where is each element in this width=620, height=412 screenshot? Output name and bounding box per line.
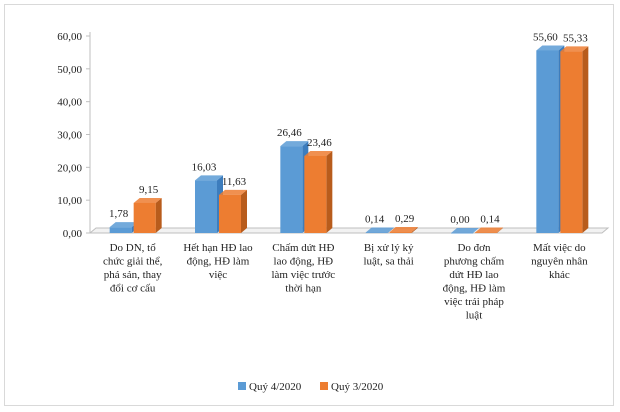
x-category-label: Do đơn [457, 242, 491, 254]
x-category-label: việc [209, 269, 227, 281]
data-label: 16,03 [192, 161, 217, 173]
x-category-label: động, HĐ làm [443, 283, 506, 295]
bar-top [451, 228, 479, 233]
bar-q4-2020 [195, 180, 217, 233]
bar-top [195, 175, 223, 181]
x-category-label: khác [549, 269, 570, 281]
data-label: 0,00 [450, 214, 470, 226]
data-label: 1,78 [109, 208, 129, 220]
y-tick-label: 10,00 [57, 195, 82, 207]
x-category-label: lao động, HĐ [274, 256, 334, 268]
y-tick-label: 30,00 [57, 130, 82, 142]
x-category-label: Mất việc do [533, 242, 586, 254]
bar-side [387, 227, 394, 233]
bar-q4-2020 [536, 50, 559, 233]
x-category-label: dứt HĐ lao [449, 269, 499, 281]
bar-q4-2020 [280, 146, 303, 233]
bar-top [280, 141, 309, 147]
x-category-label: phá sản, thay [104, 269, 162, 281]
bar-top [109, 222, 138, 228]
data-label: 55,33 [563, 32, 588, 44]
data-label: 23,46 [307, 137, 332, 149]
x-category-label: Hết hạn HĐ lao [183, 242, 253, 254]
data-label: 55,60 [533, 31, 558, 43]
x-category-label: phương chấm [444, 256, 505, 268]
bar-top [365, 227, 394, 233]
bar-q3-2020 [475, 232, 497, 234]
data-label: 11,63 [222, 176, 247, 188]
x-category-label: Chấm dứt HĐ [272, 242, 334, 254]
bar-side [582, 46, 589, 234]
x-category-label: chức giải thể, [103, 256, 163, 268]
legend-label: Quý 4/2020 [249, 381, 302, 393]
bar-q3-2020 [133, 202, 156, 233]
bar-side [155, 197, 162, 233]
x-category-label: luật, sa thải [363, 256, 413, 268]
x-category-label: việc trái pháp [444, 296, 504, 308]
x-category-label: nguyên nhân [531, 256, 588, 268]
bar-side [326, 150, 333, 233]
bar-top [304, 150, 333, 156]
legend-swatch [320, 382, 328, 390]
bar-q3-2020 [560, 51, 583, 234]
bar-side [411, 227, 418, 233]
x-category-label: Bị xử lý kỷ [364, 242, 414, 254]
x-category-label: luật [466, 310, 483, 322]
y-tick-label: 0,00 [63, 228, 83, 240]
bar-q3-2020 [304, 155, 327, 233]
legend-swatch [238, 382, 246, 390]
x-category-label: động, HĐ làm [187, 256, 250, 268]
data-label: 0,29 [395, 213, 415, 225]
bar-side [241, 189, 247, 233]
data-label: 0,14 [365, 214, 385, 226]
y-tick-label: 50,00 [57, 64, 82, 76]
bar-top [536, 45, 565, 51]
bar-top [560, 46, 589, 52]
x-category-label: thời hạn [285, 283, 322, 295]
x-category-label: làm việc trước [271, 269, 335, 281]
bar-top [219, 189, 247, 195]
y-tick-label: 40,00 [57, 97, 82, 109]
bar-top [389, 227, 418, 233]
x-category-label: đổi cơ cấu [110, 283, 156, 295]
data-label: 9,15 [139, 184, 159, 196]
x-category-label: Do DN, tổ [110, 242, 157, 254]
y-tick-label: 60,00 [57, 31, 82, 43]
bar-q3-2020 [389, 232, 412, 233]
legend-label: Quý 3/2020 [331, 381, 384, 393]
bar-q4-2020 [365, 232, 388, 234]
y-tick-label: 20,00 [57, 162, 82, 174]
bar-q4-2020 [451, 233, 473, 234]
bar-q3-2020 [219, 194, 241, 233]
data-label: 26,46 [277, 127, 302, 139]
data-label: 0,14 [480, 214, 500, 226]
bar-top [133, 197, 162, 203]
bar-q4-2020 [109, 227, 132, 233]
chart-floor [88, 227, 610, 234]
bar-top [475, 227, 503, 233]
bar-side [497, 227, 503, 233]
